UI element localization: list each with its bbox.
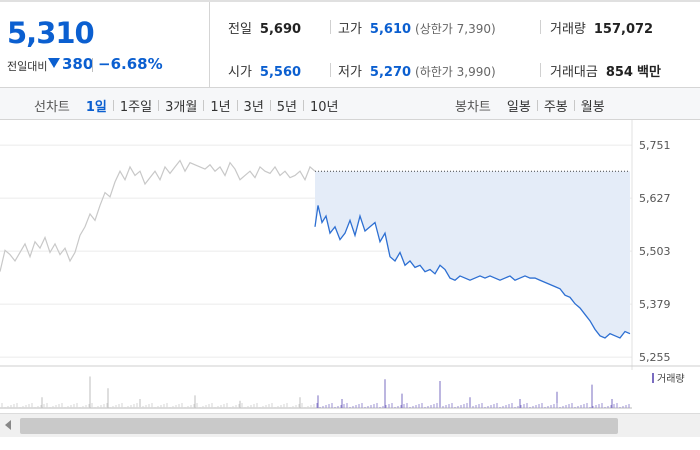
low: 저가 5,270 (하한가 3,990) — [338, 61, 496, 80]
prev-close-label: 전일 — [228, 22, 252, 37]
tab-line-4[interactable]: 3년 — [243, 100, 264, 115]
change-value: 380 — [48, 55, 93, 73]
y-tick-label: 5,503 — [639, 245, 671, 258]
price-chart: 5,751 5,627 5,503 5,379 5,255 거래량 — [0, 120, 700, 413]
change-amount: 380 — [62, 55, 94, 73]
volume-legend-label: 거래량 — [657, 373, 685, 385]
divider — [92, 58, 93, 72]
tab-divider — [269, 100, 271, 111]
lower-limit: (하한가 3,990) — [415, 65, 496, 79]
scrollbar-thumb[interactable] — [20, 418, 618, 434]
divider — [540, 63, 541, 77]
volume-label: 거래량 — [550, 22, 586, 37]
tab-candle-2[interactable]: 월봉 — [580, 100, 605, 115]
upper-limit: (상한가 7,390) — [415, 22, 496, 36]
scroll-left-arrow-icon[interactable] — [5, 420, 11, 430]
line-chart-label: 선차트 — [34, 100, 70, 115]
open: 시가 5,560 — [228, 61, 301, 80]
y-tick-label: 5,751 — [639, 139, 671, 152]
previous-day-line — [0, 159, 316, 272]
volume-value: 157,072 — [593, 22, 654, 37]
low-value: 5,270 — [369, 65, 412, 80]
chart-scrollbar[interactable] — [0, 413, 700, 437]
change-label: 전일대비 — [7, 60, 48, 73]
high-label: 고가 — [338, 22, 362, 37]
amount-value: 854 — [605, 65, 633, 80]
y-tick-label: 5,379 — [639, 298, 671, 311]
prev-close-value: 5,690 — [259, 22, 302, 37]
price-box: 5,310 전일대비 380 −6.68% — [0, 2, 210, 88]
today-price-line — [314, 205, 631, 339]
divider — [540, 20, 541, 34]
tab-divider — [203, 100, 205, 111]
current-price: 5,310 — [7, 16, 95, 50]
candle-chart-tabs: 봉차트 일봉 주봉 월봉 — [455, 96, 611, 115]
chart-tabs-bar: 선차트 1일 1주일 3개월 1년 3년 5년 10년 봉차트 일봉 주봉 월봉 — [0, 88, 700, 120]
tab-divider — [236, 100, 238, 111]
divider — [330, 63, 331, 77]
tab-divider — [112, 100, 114, 111]
prev-close: 전일 5,690 — [228, 18, 301, 37]
high: 고가 5,610 (상한가 7,390) — [338, 18, 496, 37]
volume: 거래량 157,072 — [550, 18, 653, 37]
high-value: 5,610 — [369, 22, 412, 37]
tab-line-6[interactable]: 10년 — [310, 100, 339, 115]
tab-line-0[interactable]: 1일 — [85, 100, 107, 115]
tab-divider — [573, 100, 575, 111]
trade-amount: 거래대금 854 백만 — [550, 61, 661, 80]
change-percent: −6.68% — [98, 55, 163, 73]
y-tick-label: 5,627 — [639, 192, 671, 205]
tab-divider — [158, 100, 160, 111]
candle-chart-label: 봉차트 — [455, 100, 491, 115]
tab-divider — [536, 100, 538, 111]
tab-line-5[interactable]: 5년 — [276, 100, 298, 115]
tab-line-3[interactable]: 1년 — [210, 100, 231, 115]
y-tick-label: 5,255 — [639, 351, 671, 364]
low-label: 저가 — [338, 65, 362, 80]
open-label: 시가 — [228, 65, 252, 80]
today-fill-area — [315, 171, 630, 338]
amount-label: 거래대금 — [550, 65, 598, 80]
line-chart-tabs: 선차트 1일 1주일 3개월 1년 3년 5년 10년 — [34, 96, 345, 115]
volume-legend-swatch — [652, 373, 654, 383]
amount-unit: 백만 — [636, 65, 661, 80]
tab-candle-0[interactable]: 일봉 — [506, 100, 531, 115]
divider — [330, 20, 331, 34]
tab-line-1[interactable]: 1주일 — [119, 100, 153, 115]
tab-line-2[interactable]: 3개월 — [165, 100, 198, 115]
tab-divider — [303, 100, 305, 111]
tab-candle-1[interactable]: 주봉 — [543, 100, 568, 115]
open-value: 5,560 — [259, 65, 302, 80]
down-triangle-icon — [48, 58, 60, 68]
quote-header: 5,310 전일대비 380 −6.68% 전일 5,690 고가 5,610 (상한… — [0, 0, 700, 88]
